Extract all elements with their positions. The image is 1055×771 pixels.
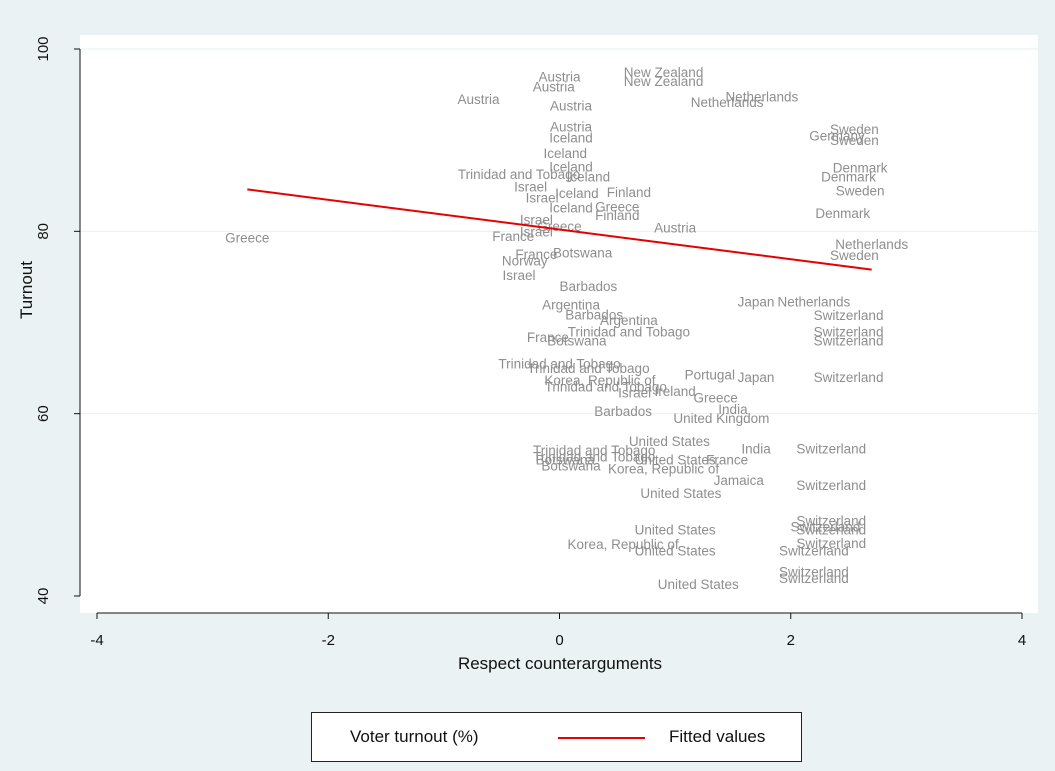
data-point-label: Botswana xyxy=(553,245,613,260)
data-point-label: Iceland xyxy=(549,130,593,145)
y-axis-title: Turnout xyxy=(17,261,36,319)
data-point-label: Austria xyxy=(533,79,576,94)
data-point-label: Japan xyxy=(738,295,775,310)
legend-line-fitted xyxy=(558,737,645,739)
data-point-label: Netherlands xyxy=(691,95,764,110)
data-point-label: Ireland xyxy=(654,384,695,399)
legend-item-fitted-values: Fitted values xyxy=(669,727,765,747)
data-point-label: United States xyxy=(635,543,716,558)
data-point-label: Iceland xyxy=(555,186,599,201)
x-tick-label: 2 xyxy=(787,632,795,649)
data-point-label: Japan xyxy=(738,370,775,385)
data-point-label: Finland xyxy=(607,185,651,200)
data-point-label: Switzerland xyxy=(814,334,884,349)
data-point-label: Switzerland xyxy=(814,308,884,323)
x-tick-label: 4 xyxy=(1018,632,1026,649)
data-point-label: Botswana xyxy=(541,459,601,474)
data-point-label: Israel xyxy=(618,386,651,401)
data-point-label: Sweden xyxy=(830,133,879,148)
data-point-label: United States xyxy=(640,486,721,501)
data-point-label: Switzerland xyxy=(779,571,849,586)
data-point-label: Austria xyxy=(550,99,593,114)
data-point-label: Israel xyxy=(503,268,536,283)
data-point-label: Portugal xyxy=(685,367,735,382)
data-point-label: Barbados xyxy=(594,404,652,419)
data-point-label: New Zealand xyxy=(624,74,704,89)
data-point-label: France xyxy=(492,229,534,244)
data-point-label: Korea, Republic of xyxy=(608,461,719,476)
data-point-label: Switzerland xyxy=(796,441,866,456)
legend: Voter turnout (%) Fitted values xyxy=(311,712,802,762)
x-tick-label: -4 xyxy=(90,632,103,649)
data-point-label: Iceland xyxy=(549,201,593,216)
data-point-label: Barbados xyxy=(560,279,618,294)
data-point-label: United States xyxy=(635,522,716,537)
data-point-label: Finland xyxy=(595,208,639,223)
x-tick-label: 0 xyxy=(555,632,563,649)
data-point-label: Austria xyxy=(654,221,697,236)
data-point-label: United Kingdom xyxy=(673,411,769,426)
data-point-label: Denmark xyxy=(815,206,870,221)
y-tick-label: 60 xyxy=(35,405,52,422)
data-point-label: Botswana xyxy=(547,334,607,349)
data-point-label: Sweden xyxy=(830,248,879,263)
x-axis-title: Respect counterarguments xyxy=(458,654,662,673)
legend-item-voter-turnout: Voter turnout (%) xyxy=(350,727,479,747)
data-point-label: France xyxy=(515,247,557,262)
x-tick-label: -2 xyxy=(322,632,335,649)
data-point-label: Sweden xyxy=(836,183,885,198)
data-point-label: Iceland xyxy=(567,170,611,185)
data-point-label: Switzerland xyxy=(814,370,884,385)
y-tick-label: 40 xyxy=(35,588,52,605)
data-point-label: Switzerland xyxy=(796,478,866,493)
y-tick-label: 100 xyxy=(35,36,52,61)
y-tick-label: 80 xyxy=(35,223,52,240)
data-point-label: Austria xyxy=(458,92,501,107)
data-point-label: Greece xyxy=(225,231,269,246)
data-point-label: United States xyxy=(658,577,739,592)
data-point-label: Switzerland xyxy=(779,543,849,558)
